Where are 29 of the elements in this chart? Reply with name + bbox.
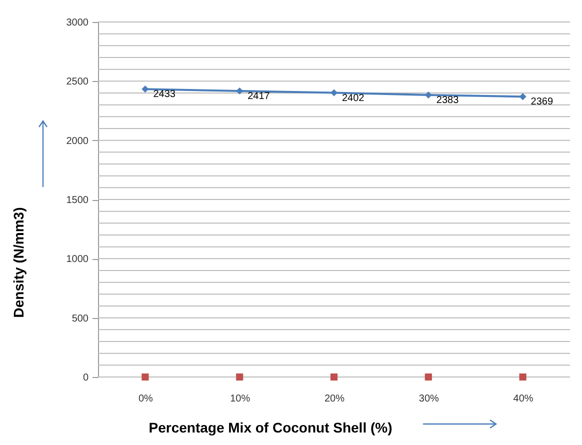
data-label: 2369 xyxy=(530,96,554,108)
point xyxy=(519,373,526,381)
x-tick-label: 40% xyxy=(513,394,534,404)
x-axis-title: Percentage Mix of Coconut Shell (%) xyxy=(148,420,392,436)
point xyxy=(236,373,244,381)
y-tick-label: 2000 xyxy=(66,136,89,147)
y-tick-label: 1000 xyxy=(66,254,89,266)
y-tick-label: 2500 xyxy=(66,76,89,88)
x-tick-label: 0% xyxy=(138,394,154,404)
data-label: 2402 xyxy=(342,92,365,104)
data-label: 2417 xyxy=(248,90,270,102)
x-tick-label: 30% xyxy=(418,394,440,404)
point xyxy=(519,93,526,100)
point xyxy=(424,91,432,99)
point xyxy=(142,86,149,93)
y-axis-title: Density (N/mm3) xyxy=(10,207,26,318)
y-tick-label: 500 xyxy=(72,313,89,324)
x-tick-label: 10% xyxy=(230,394,250,404)
point xyxy=(330,373,338,381)
data-label: 2433 xyxy=(153,89,176,100)
data-label: 2383 xyxy=(436,95,460,106)
point xyxy=(236,87,244,95)
y-tick-label: 1500 xyxy=(66,195,89,206)
point xyxy=(142,373,149,381)
y-tick-label: 3000 xyxy=(66,18,89,28)
x-tick-label: 20% xyxy=(324,394,345,404)
point xyxy=(424,373,432,381)
point xyxy=(330,89,338,96)
y-tick-label: 0 xyxy=(82,372,89,384)
